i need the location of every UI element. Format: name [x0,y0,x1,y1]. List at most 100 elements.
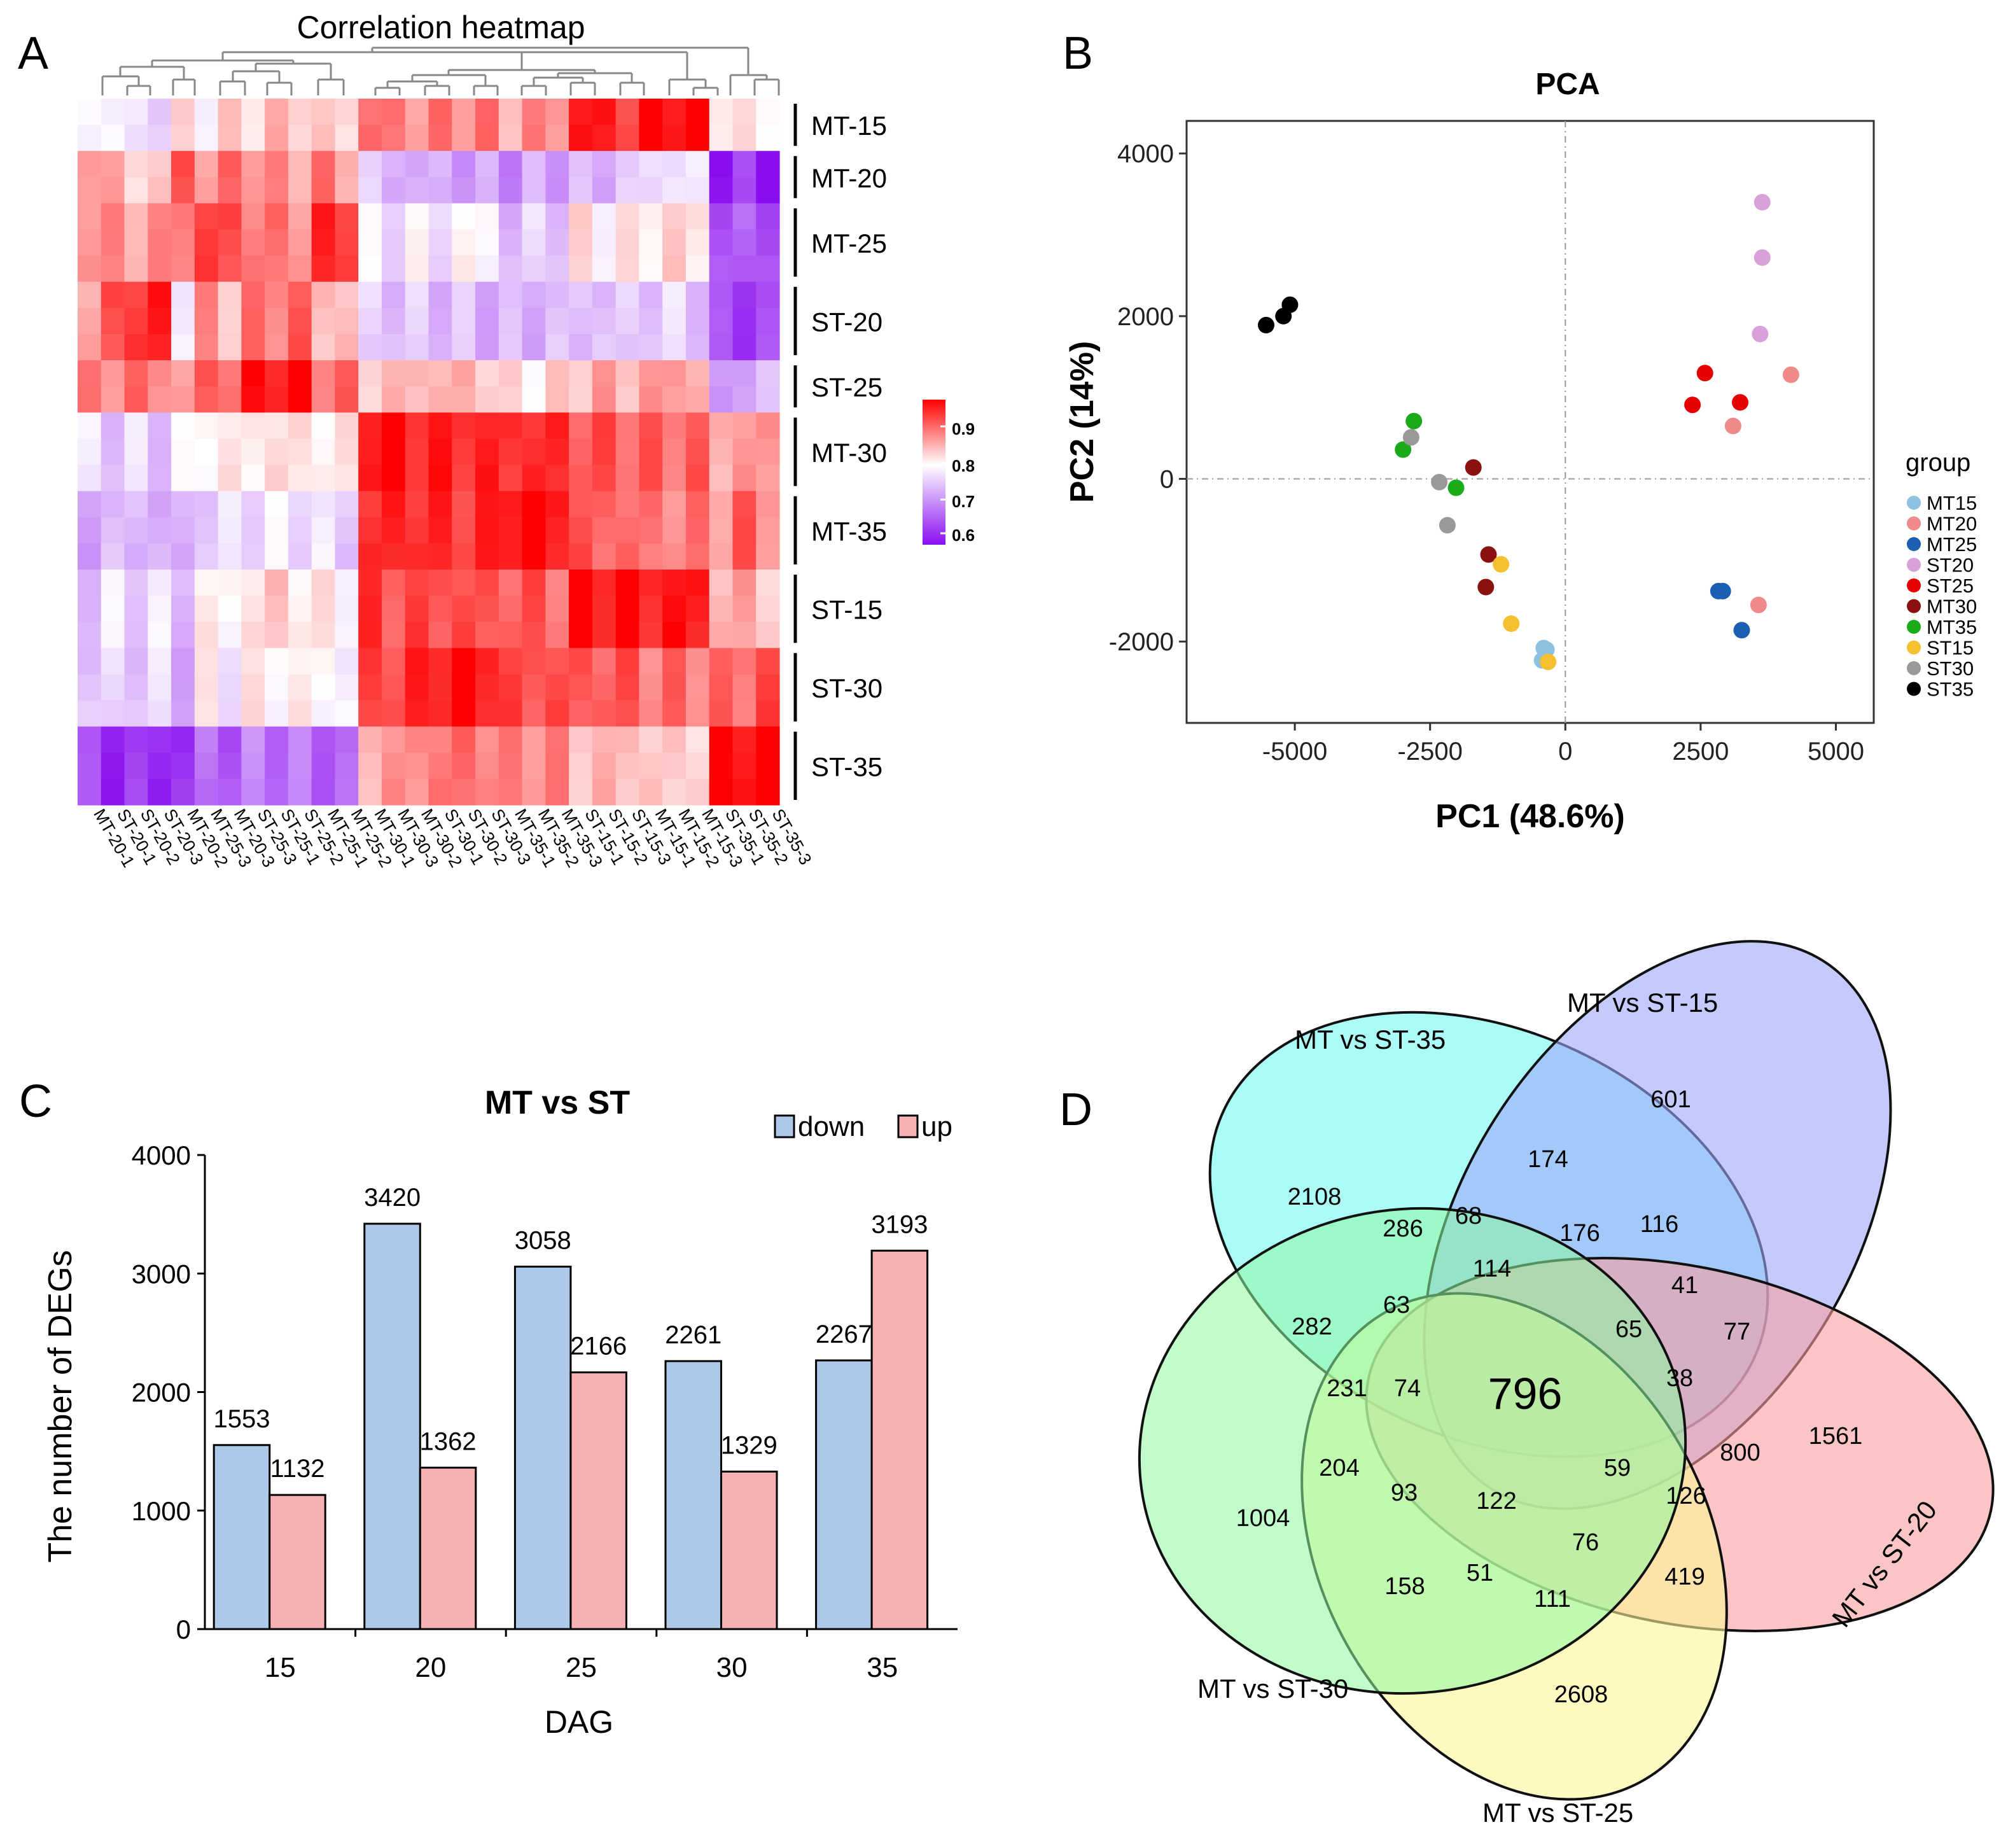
pca-points [1258,193,1799,671]
heatmap-cell [124,596,148,622]
heatmap-cell [78,229,102,256]
heatmap-cell [732,438,756,466]
heatmap-cell [639,596,663,622]
heatmap-cell [498,203,523,230]
heatmap-cell [358,778,382,806]
heatmap-cell [569,465,593,492]
heatmap-cell [358,386,382,413]
heatmap-cell [685,778,710,806]
heatmap-cell [545,465,569,492]
bar-y-tick-label: 0 [176,1614,191,1644]
heatmap-cell [545,151,569,178]
heatmap-cell [288,360,312,387]
heatmap-cell [335,438,359,466]
heatmap-cell [241,307,265,335]
heatmap-cell [101,125,125,151]
heatmap-cell [148,752,172,780]
heatmap-cell [381,99,406,125]
heatmap-cell [428,386,452,413]
heatmap-cell [569,622,593,648]
heatmap-cell [498,517,523,544]
heatmap-cell [381,334,406,361]
heatmap-cell [265,465,289,492]
venn-label-mt-vs-st-15: MT vs ST-15 [1567,988,1718,1018]
heatmap-cell [592,622,617,648]
pca-title: PCA [1535,67,1600,101]
heatmap-cell [311,596,336,622]
pca-point-st30 [1439,517,1456,534]
heatmap-cell [592,543,617,570]
venn-region-count: 63 [1383,1292,1410,1319]
heatmap-cell [78,125,102,151]
heatmap-cell [311,570,336,596]
heatmap-cell [732,125,756,151]
venn-region-count: 93 [1391,1480,1418,1506]
pca-point-st20 [1752,325,1769,342]
bar-value-label-up: 1329 [721,1432,777,1460]
heatmap-color-legend: 0.9 0.8 0.7 0.6 [923,400,975,545]
heatmap-cell [662,307,687,335]
heatmap-cell [101,517,125,544]
heatmap-cell [265,570,289,596]
panel-label-d: D [1059,1084,1092,1135]
heatmap-cell [78,491,102,518]
heatmap-cell [522,674,546,701]
heatmap-cell [405,700,429,727]
bar-y-tick-label: 4000 [132,1140,191,1170]
heatmap-cell [218,648,242,675]
heatmap-cell [639,700,663,727]
heatmap-cell [288,412,312,440]
heatmap-cell [498,99,523,125]
pca-point-st15 [1493,556,1510,573]
bar-up [419,1466,477,1630]
heatmap-cell [171,517,195,544]
heatmap-cell [381,543,406,570]
heatmap-cell [405,648,429,675]
heatmap-cell [498,125,523,151]
bar-chart-title: MT vs ST [485,1084,630,1121]
heatmap-cell [522,752,546,780]
heatmap-cell [311,307,336,335]
heatmap-cell [405,465,429,492]
heatmap-cell [405,412,429,440]
heatmap-cell [475,125,499,151]
heatmap-cell [265,360,289,387]
heatmap-cell [732,622,756,648]
heatmap-cell [101,726,125,753]
heatmap-cell [381,203,406,230]
heatmap-cell [171,726,195,753]
heatmap-cell [615,177,639,204]
heatmap-cell [475,570,499,596]
venn-region-count: 176 [1559,1220,1600,1247]
heatmap-cell [498,648,523,675]
heatmap-cell [569,151,593,178]
heatmap-cell [545,543,569,570]
heatmap-cell [545,229,569,256]
heatmap-cell [475,517,499,544]
bar-value-label-up: 3193 [871,1210,928,1238]
heatmap-cell [311,465,336,492]
heatmap-cell [288,570,312,596]
heatmap-cell [381,307,406,335]
bar-category-label: 35 [867,1652,898,1683]
heatmap-cell [311,412,336,440]
heatmap-cell [101,281,125,309]
heatmap-cell [148,203,172,230]
pca-legend-label-mt15: MT15 [1927,492,1977,514]
heatmap-cell [124,752,148,780]
heatmap-cell [311,622,336,648]
heatmap-cell [218,151,242,178]
heatmap-cell [452,125,476,151]
heatmap-cell [639,491,663,518]
heatmap-cell [194,386,219,413]
heatmap-cell [475,255,499,283]
heatmap-cell [78,151,102,178]
heatmap-cell [662,752,687,780]
heatmap-cell [662,229,687,256]
bar-category-label: 30 [716,1652,748,1683]
pca-legend-label-st35: ST35 [1927,678,1974,701]
heatmap-cell [78,570,102,596]
pca-legend-marker-st20 [1907,557,1921,572]
heatmap-cell [452,255,476,283]
heatmap-cell [428,151,452,178]
